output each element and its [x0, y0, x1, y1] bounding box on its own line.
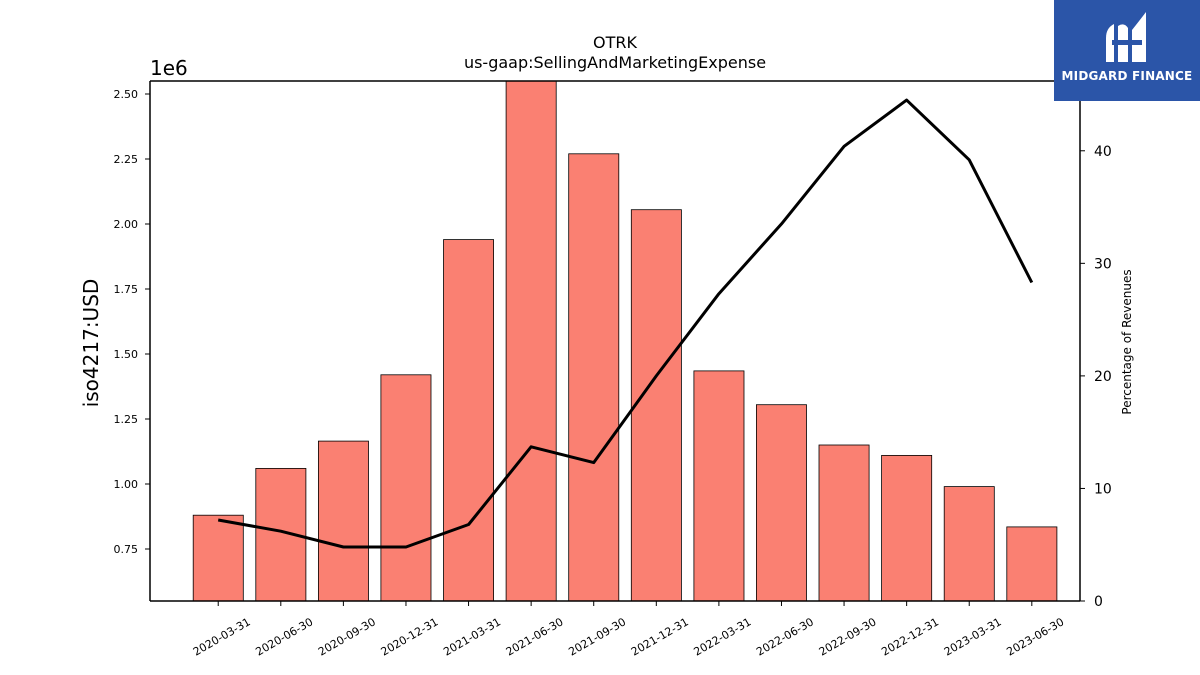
y2-tick-label: 20	[1094, 369, 1112, 385]
x-tick-label: 2023-06-30	[1004, 615, 1066, 658]
y-tick-label: 2.00	[114, 218, 139, 231]
y-offset-label: 1e6	[150, 56, 188, 80]
y-tick-label: 1.75	[114, 283, 139, 296]
x-tick-label: 2020-03-31	[191, 615, 253, 658]
bar-2020-09-30	[317, 440, 369, 602]
x-tick-label: 2022-03-31	[692, 615, 754, 658]
bar-2020-03-31	[192, 514, 244, 602]
bar-2022-09-30	[818, 444, 870, 602]
x-tick-label: 2022-09-30	[817, 615, 879, 658]
y-tick-label: 1.50	[114, 348, 139, 361]
brand-name: MIDGARD FINANCE	[1061, 69, 1193, 83]
x-tick-label: 2021-09-30	[566, 615, 628, 658]
chart-subtitle: us-gaap:SellingAndMarketingExpense	[464, 53, 766, 72]
bar-2021-09-30	[568, 153, 620, 602]
y-tick-label: 0.75	[114, 543, 139, 556]
midgard-finance-logo: MIDGARD FINANCE	[1054, 0, 1200, 101]
y-tick-label: 1.25	[114, 413, 139, 426]
x-tick-label: 2021-12-31	[629, 615, 691, 658]
x-tick-label: 2020-09-30	[316, 615, 378, 658]
x-tick-label: 2020-12-31	[379, 615, 441, 658]
bar-2023-06-30	[1006, 526, 1058, 602]
y2-axis-label: Percentage of Revenues	[1120, 269, 1134, 414]
percentage-line	[217, 98, 1034, 549]
y-tick-label: 1.00	[114, 478, 139, 491]
bar-2022-12-31	[881, 454, 933, 602]
bar-2022-03-31	[693, 370, 745, 602]
y-axis-label: iso4217:USD	[79, 279, 103, 408]
x-tick-label: 2020-06-30	[253, 615, 315, 658]
x-tick-label: 2023-03-31	[942, 615, 1004, 658]
midgard-logo-icon	[1106, 12, 1146, 62]
x-tick-label: 2022-06-30	[754, 615, 816, 658]
x-tick-label: 2021-06-30	[504, 615, 566, 658]
x-tick-label: 2021-03-31	[441, 615, 503, 658]
y2-tick-label: 0	[1094, 594, 1103, 610]
y2-tick-label: 30	[1094, 256, 1112, 272]
y-tick-label: 2.50	[114, 88, 139, 101]
chart-title: OTRK	[593, 33, 637, 52]
bar-2021-06-30	[505, 80, 557, 602]
bar-2021-12-31	[630, 209, 682, 602]
bar-series	[192, 80, 1058, 602]
bar-2020-12-31	[380, 374, 432, 602]
line-series	[217, 98, 1034, 549]
bar-2022-06-30	[756, 404, 807, 602]
bar-2021-03-31	[443, 239, 494, 602]
y-tick-label: 2.25	[114, 153, 139, 166]
x-tick-label: 2022-12-31	[879, 615, 941, 658]
bar-2023-03-31	[943, 486, 995, 602]
y2-tick-label: 10	[1094, 481, 1112, 497]
y2-tick-label: 40	[1094, 144, 1112, 160]
